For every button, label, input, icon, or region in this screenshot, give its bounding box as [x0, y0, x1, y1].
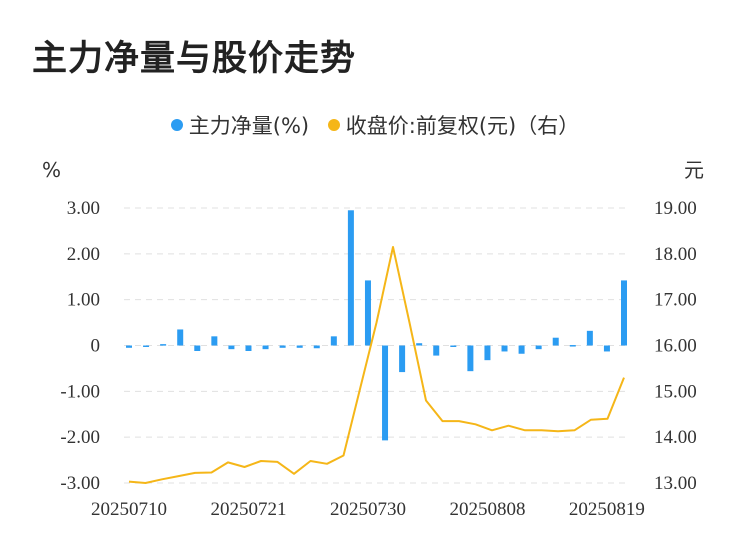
- y-left-tick-label: -3.00: [60, 473, 100, 494]
- chart-title: 主力净量与股价走势: [32, 39, 357, 79]
- bar-net-volume: [313, 345, 320, 349]
- y-right-tick-label: 15.00: [654, 381, 697, 402]
- y-left-tick-label: 1.00: [67, 290, 100, 311]
- right-axis-unit: 元: [684, 158, 704, 182]
- bar-net-volume: [450, 345, 457, 347]
- y-left-tick-label: 3.00: [67, 198, 100, 219]
- bar-net-volume: [586, 330, 593, 346]
- y-right-tick-label: 18.00: [654, 244, 697, 265]
- line-close-price: [128, 246, 625, 484]
- bar-net-volume: [364, 280, 371, 346]
- bar-net-volume: [399, 345, 406, 373]
- bar-net-volume: [433, 345, 440, 356]
- bar-net-volume: [194, 345, 201, 351]
- x-tick-label: 20250710: [91, 499, 167, 520]
- bar-net-volume: [621, 280, 627, 346]
- legend: 主力净量(%) 收盘价:前复权(元)（右）: [0, 110, 750, 140]
- legend-bar-marker: [170, 119, 183, 131]
- bar-net-volume: [569, 345, 576, 347]
- bar-net-volume: [501, 345, 508, 352]
- y-right-tick-label: 17.00: [654, 290, 697, 311]
- bar-net-volume: [177, 329, 184, 346]
- y-left-tick-label: 0: [91, 336, 101, 357]
- bar-net-volume: [603, 345, 610, 352]
- bar-net-volume: [160, 344, 167, 346]
- y-right-tick-label: 14.00: [654, 427, 697, 448]
- bar-net-volume: [296, 345, 303, 348]
- bar-net-volume: [211, 336, 218, 346]
- legend-line-marker: [327, 119, 340, 131]
- bar-net-volume: [552, 337, 559, 346]
- bar-net-volume: [518, 345, 525, 354]
- legend-item-close-price[interactable]: 收盘价:前复权(元)（右）: [327, 110, 580, 140]
- y-left-tick-label: -1.00: [60, 381, 100, 402]
- y-right-tick-label: 16.00: [654, 336, 697, 357]
- left-axis-unit: %: [42, 158, 61, 182]
- legend-label-close-price: 收盘价:前复权(元)（右）: [345, 114, 580, 138]
- x-tick-label: 20250721: [210, 499, 286, 520]
- x-tick-label: 20250819: [569, 499, 645, 520]
- bar-net-volume: [245, 345, 252, 351]
- bar-net-volume: [262, 345, 269, 350]
- y-left-tick-label: 2.00: [67, 244, 100, 265]
- bar-net-volume: [279, 345, 286, 348]
- bar-net-volume: [330, 336, 337, 346]
- legend-label-net-volume: 主力净量(%): [188, 114, 310, 138]
- bar-net-volume: [228, 345, 235, 350]
- bar-net-volume: [347, 210, 354, 346]
- bar-net-volume: [126, 345, 132, 348]
- bar-net-volume: [467, 345, 474, 372]
- x-tick-label: 20250730: [330, 499, 406, 520]
- bar-net-volume: [535, 345, 542, 350]
- bar-net-volume: [382, 345, 389, 441]
- legend-item-net-volume[interactable]: 主力净量(%): [170, 110, 310, 140]
- bar-net-volume: [484, 345, 491, 361]
- y-right-tick-label: 13.00: [654, 473, 697, 494]
- x-tick-label: 20250808: [449, 499, 525, 520]
- y-left-tick-label: -2.00: [60, 427, 100, 448]
- y-right-tick-label: 19.00: [654, 198, 697, 219]
- bar-net-volume: [143, 345, 150, 347]
- bar-net-volume: [416, 343, 423, 346]
